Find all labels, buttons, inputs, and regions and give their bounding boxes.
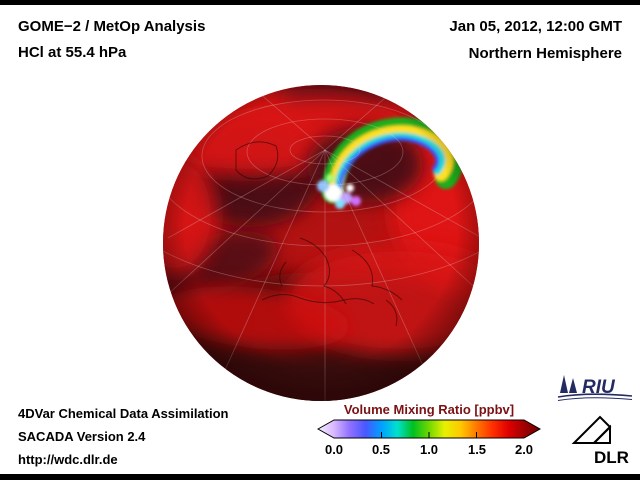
dlr-bird-icon	[571, 415, 612, 444]
riu-spires-icon	[560, 375, 577, 393]
colorbar-tick-1: 0.5	[371, 442, 391, 457]
credit-line-3: http://wdc.dlr.de	[18, 452, 118, 467]
riu-underline	[557, 393, 633, 398]
dlr-logo: DLR	[571, 415, 629, 467]
credit-line-1: 4DVar Chemical Data Assimilation	[18, 406, 229, 421]
riu-logo-text: RIU	[582, 377, 616, 398]
colorbar-tick-3: 1.5	[467, 442, 487, 457]
figure-region: Northern Hemisphere	[468, 45, 622, 62]
dlr-logo-text: DLR	[594, 448, 629, 467]
colorbar-tick-2: 1.0	[419, 442, 439, 457]
figure-datetime: Jan 05, 2012, 12:00 GMT	[449, 18, 622, 35]
credit-line-2: SACADA Version 2.4	[18, 429, 146, 444]
colorbar-tick-labels: 0.0 0.5 1.0 1.5 2.0	[317, 442, 541, 458]
figure-title: GOME−2 / MetOp Analysis	[18, 18, 206, 35]
top-border	[0, 0, 640, 5]
bottom-border	[0, 474, 640, 480]
credits-block: 4DVar Chemical Data Assimilation SACADA …	[18, 402, 229, 471]
colorbar-tick-4: 2.0	[514, 442, 534, 457]
riu-logo: RIU	[557, 375, 633, 401]
colorbar	[317, 419, 541, 439]
riu-underline-2	[557, 397, 633, 401]
colorbar-title: Volume Mixing Ratio [ppbv]	[343, 402, 515, 417]
colorbar-tick-0: 0.0	[324, 442, 344, 457]
figure-subtitle: HCl at 55.4 hPa	[18, 44, 127, 61]
globe-rim-shading	[163, 85, 479, 401]
colorbar-tick-marks	[381, 432, 477, 438]
colorbar-gradient-bar	[317, 419, 541, 439]
